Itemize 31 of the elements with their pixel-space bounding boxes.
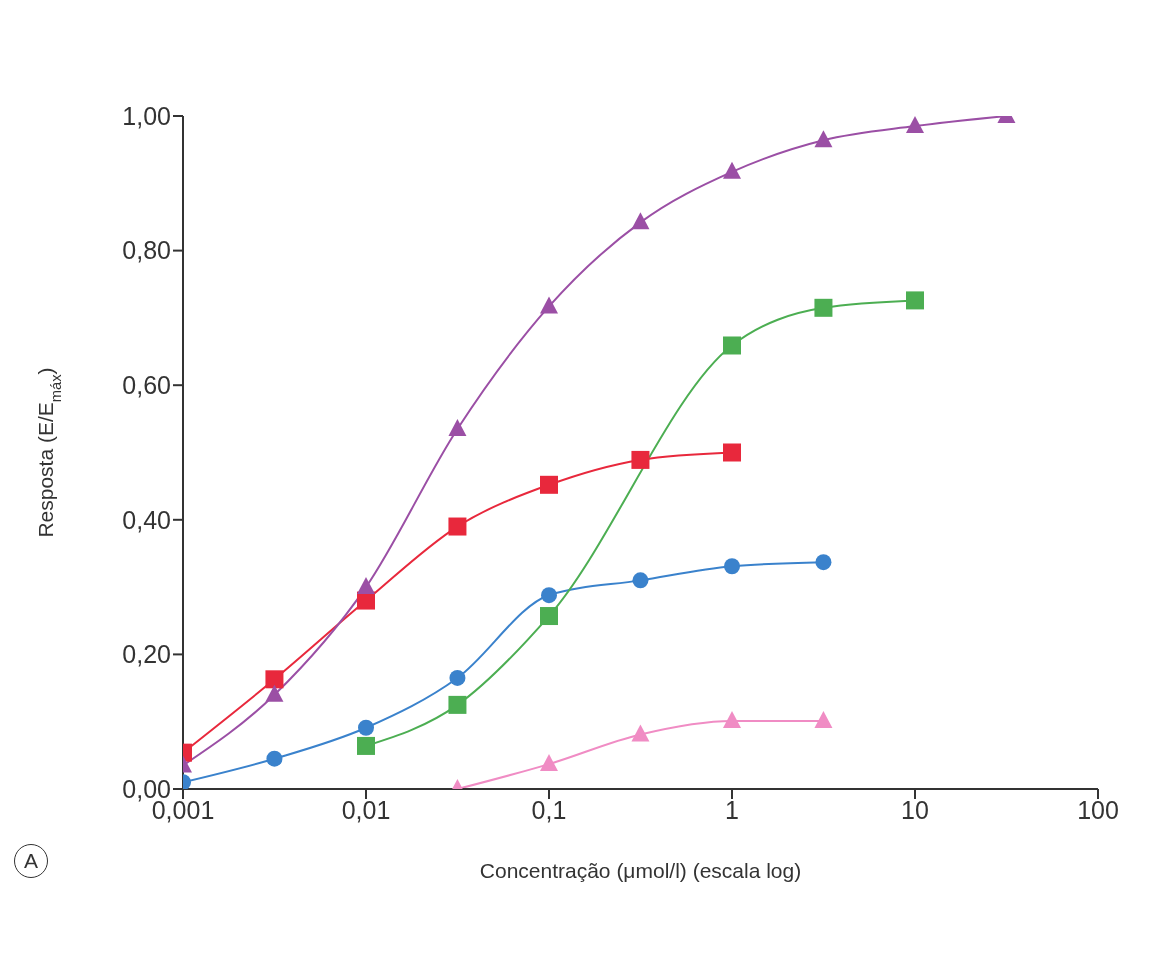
point [265,670,284,689]
point [358,719,374,736]
point [449,669,466,686]
x-tick-label: 10 [901,795,929,824]
point [723,161,741,179]
point [541,587,557,604]
point [631,212,650,230]
x-tick-label: 1 [725,795,739,824]
point [723,443,741,462]
point [448,418,467,436]
point [724,558,740,575]
point [906,116,924,134]
point [357,577,375,595]
point [631,450,650,469]
y-tick-label: 0,40 [122,505,171,534]
y-tick-label: 0,20 [122,640,171,669]
x-tick-label: 0,1 [531,795,567,824]
x-axis-title: Concentração (μmol/l) (escala log) [479,859,802,882]
y-tick-label: 1,00 [122,101,171,130]
point [448,517,467,536]
point [815,554,832,571]
point [266,750,283,767]
point [540,296,558,314]
y-tick-label: 0,80 [122,236,171,265]
x-tick-label: 100 [1077,795,1119,824]
point [265,684,284,702]
x-tick-label: 0,01 [341,795,391,824]
point [814,130,833,148]
point [540,475,558,494]
y-tick-label: 0,60 [122,371,171,400]
point [632,572,649,589]
